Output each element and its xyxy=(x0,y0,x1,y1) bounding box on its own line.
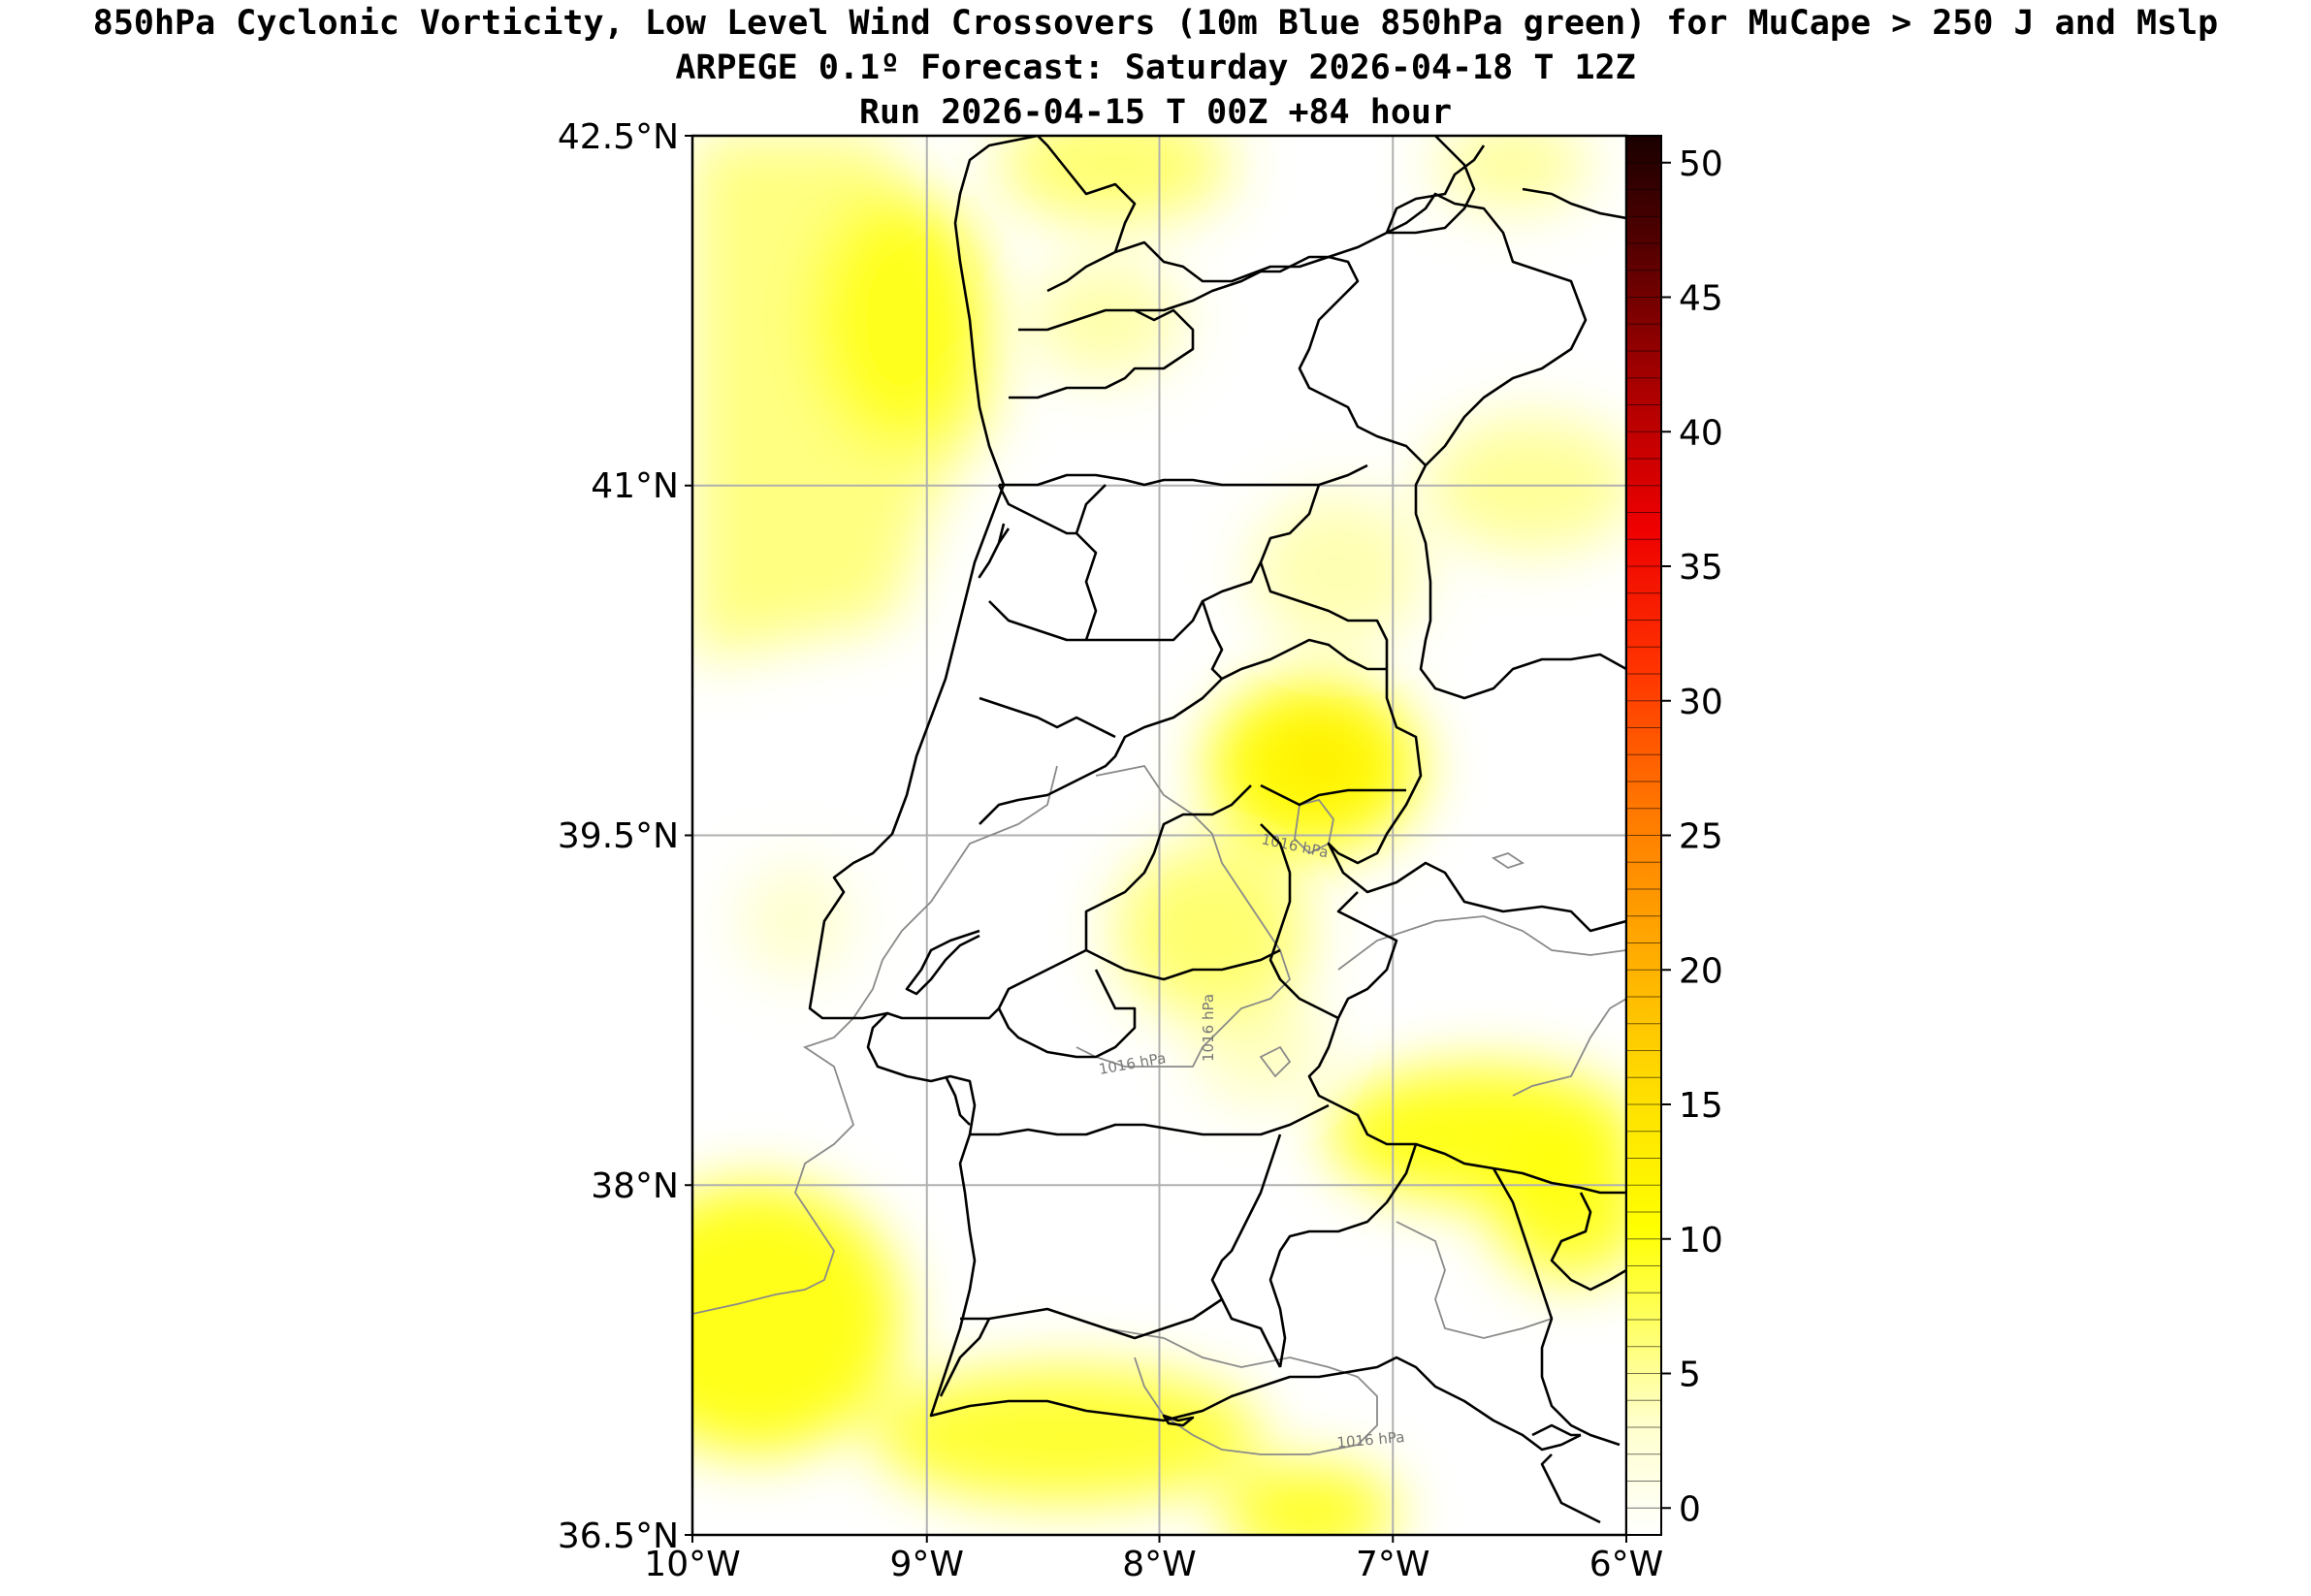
lat-label-39-5n: 39.5°N xyxy=(558,816,679,856)
district-south-1 xyxy=(970,1103,1330,1136)
title-line-3: Run 2026-04-15 T 00Z +84 hour xyxy=(858,93,1453,132)
vort-area-south-2 xyxy=(1222,1464,1396,1535)
title-line-1: 850hPa Cyclonic Vorticity, Low Level Win… xyxy=(92,4,2219,43)
colorbar: 0 5 10 15 20 25 30 35 40 45 50 xyxy=(1625,135,1723,1536)
north-border xyxy=(1114,136,1476,283)
district-central-4 xyxy=(1075,484,1107,641)
vort-area-center-north xyxy=(1251,495,1426,650)
spain-border-north xyxy=(1037,136,1137,293)
ne-corner xyxy=(1522,187,1626,220)
vort-area-center-south xyxy=(1115,844,1309,1018)
lon-label-10w: 10°W xyxy=(644,1545,740,1584)
spain-east-stub xyxy=(1531,1423,1581,1437)
colorbar-ticks: 0 5 10 15 20 25 30 35 40 45 50 xyxy=(1661,144,1723,1529)
lat-label-42-5n: 42.5°N xyxy=(558,117,679,157)
district-south-3 xyxy=(960,1297,1223,1340)
colorbar-tick-label: 40 xyxy=(1679,413,1723,453)
tejo-estuary xyxy=(905,929,980,996)
vort-area-north-top xyxy=(999,136,1232,223)
title-line-2: ARPEGE 0.1º Forecast: Saturday 2026-04-1… xyxy=(675,48,1636,87)
colorbar-tick-label: 30 xyxy=(1679,683,1723,722)
axis-tick-marks xyxy=(685,135,1627,1543)
lat-label-38n: 38°N xyxy=(591,1166,679,1206)
district-central-8 xyxy=(979,696,1116,739)
isobars xyxy=(692,764,1626,1455)
district-central-7 xyxy=(979,678,1223,825)
guadiana-border xyxy=(1492,1167,1621,1447)
east-border-2 xyxy=(1327,669,1626,933)
district-central-12 xyxy=(1085,948,1281,981)
district-central-3 xyxy=(988,600,1086,642)
isobar-label-3: 1016 hPa xyxy=(1200,994,1217,1062)
district-central-5 xyxy=(1259,561,1389,669)
lon-label-9w: 9°W xyxy=(890,1545,965,1584)
sado-estuary xyxy=(944,1075,971,1126)
north-spain-line xyxy=(1385,144,1486,234)
district-central-2 xyxy=(1086,484,1321,642)
colorbar-tick-label: 35 xyxy=(1679,548,1723,588)
colorbar-level-lines xyxy=(1626,135,1661,1509)
isobar-east xyxy=(1337,915,1626,971)
offshore-island xyxy=(1162,1414,1195,1427)
district-south-4 xyxy=(939,1318,991,1397)
vort-area-south xyxy=(873,1367,1261,1503)
district-west-inner xyxy=(997,484,1076,535)
colorbar-tick-label: 20 xyxy=(1679,951,1723,991)
east-border-3 xyxy=(1307,891,1626,1195)
east-border-4 xyxy=(1268,1143,1418,1368)
vort-area-south-central xyxy=(1193,989,1329,1105)
district-north-2 xyxy=(1135,255,1329,312)
district-central-6 xyxy=(1201,600,1387,681)
district-north-3 xyxy=(1298,255,1427,466)
colorbar-tick-label: 50 xyxy=(1679,144,1723,184)
isobar-loop-east xyxy=(1491,852,1525,869)
east-border xyxy=(1414,464,1626,700)
district-north-1 xyxy=(1009,308,1195,399)
district-central-9 xyxy=(1260,783,1406,807)
vorticity-field xyxy=(692,136,1626,1535)
colorbar-tick-label: 15 xyxy=(1679,1086,1723,1126)
district-central-14 xyxy=(997,969,1137,1059)
colorbar-tick-label: 10 xyxy=(1679,1221,1723,1261)
isobar-south-east xyxy=(1396,1221,1553,1339)
isobar-east-2 xyxy=(1512,998,1626,1097)
isobar-sw xyxy=(1105,1327,1378,1455)
coastline xyxy=(808,136,1582,1452)
district-central-1 xyxy=(999,463,1368,487)
lat-label-41n: 41°N xyxy=(591,466,679,506)
isobar-west xyxy=(692,765,1058,1315)
border-se-small xyxy=(1550,1192,1626,1292)
colorbar-tick-label: 45 xyxy=(1679,279,1723,319)
isobar-small-loop xyxy=(1259,1045,1292,1078)
colorbar-tick-label: 25 xyxy=(1679,817,1723,857)
lon-label-8w: 8°W xyxy=(1122,1545,1197,1584)
vort-area-center-core-2 xyxy=(1261,713,1377,810)
ria-aveiro xyxy=(978,523,1011,579)
district-central-11 xyxy=(1260,823,1339,1020)
district-central-10 xyxy=(1084,784,1252,950)
lon-label-6w: 6°W xyxy=(1589,1545,1664,1584)
vort-area-north-mid xyxy=(1028,262,1183,378)
lon-label-7w: 7°W xyxy=(1356,1545,1430,1584)
vort-area-west-offshore xyxy=(737,863,853,979)
lat-label-36-5n: 36.5°N xyxy=(558,1516,679,1556)
colorbar-tick-label: 0 xyxy=(1679,1489,1701,1529)
vort-area-ne xyxy=(1435,136,1590,208)
vort-area-sw xyxy=(692,1183,902,1454)
coastline-and-borders xyxy=(808,136,1626,1524)
spain-coast-se xyxy=(1540,1453,1601,1524)
district-south-2 xyxy=(1210,1133,1282,1368)
colorbar-tick-label: 5 xyxy=(1679,1356,1701,1395)
isobar-central xyxy=(1075,764,1292,1068)
vort-area-north-coast xyxy=(815,194,989,446)
